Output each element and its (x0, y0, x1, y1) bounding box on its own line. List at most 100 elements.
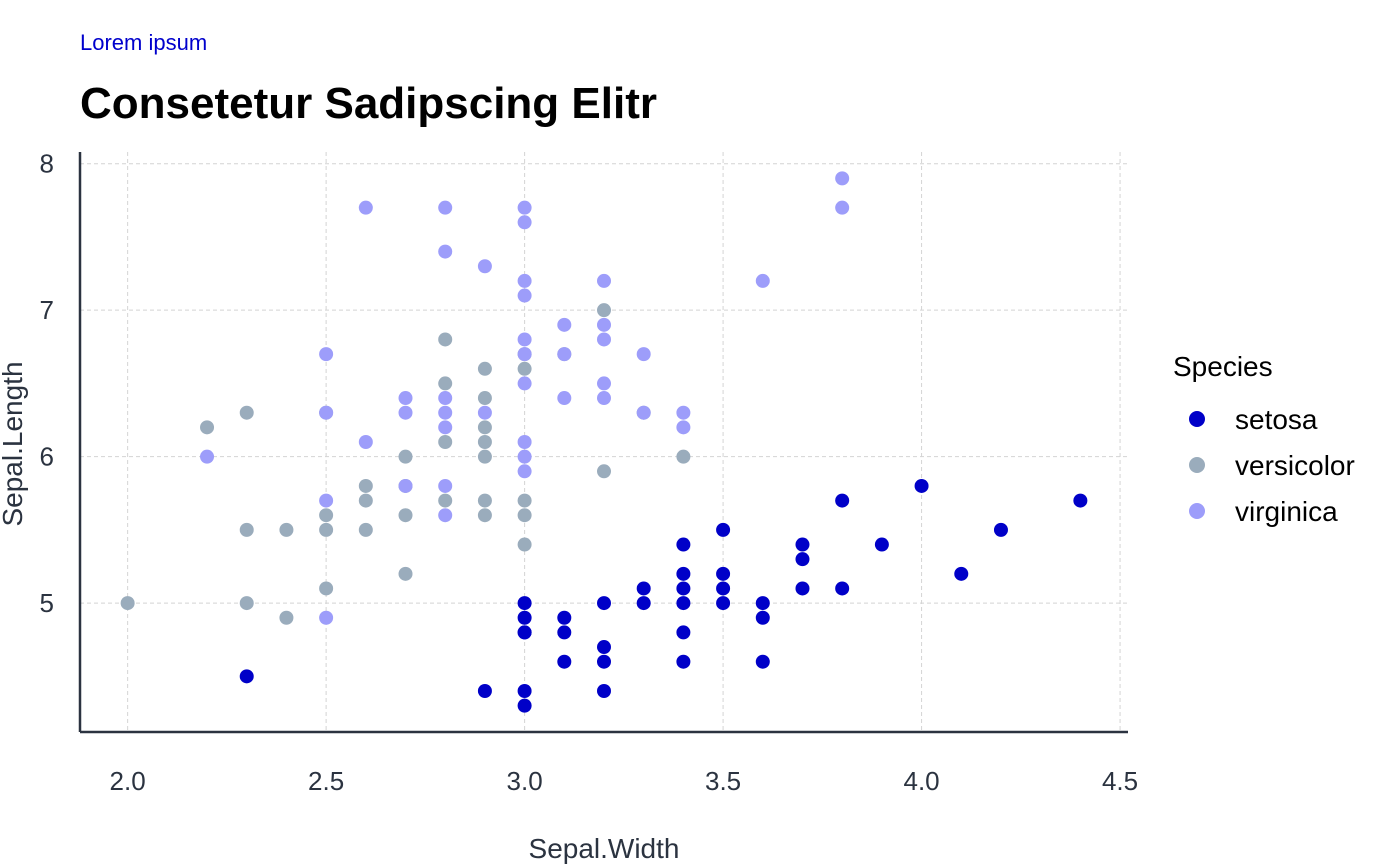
x-tick-label: 2.5 (308, 766, 344, 796)
data-point-virginica (517, 435, 532, 449)
data-point-setosa (716, 566, 731, 581)
data-point-virginica (676, 405, 691, 420)
data-point-virginica (636, 347, 651, 362)
data-point-setosa (676, 625, 691, 640)
data-point-setosa (795, 552, 810, 567)
data-point-setosa (914, 478, 929, 493)
data-point-setosa (795, 537, 810, 552)
data-point-virginica (438, 200, 453, 215)
data-point-virginica (597, 317, 611, 332)
data-point-virginica (319, 347, 334, 362)
x-tick-label: 4.0 (903, 766, 939, 796)
data-point-setosa (676, 581, 691, 596)
data-point-versicolor (279, 522, 294, 537)
data-point-versicolor (477, 435, 492, 449)
data-point-setosa (557, 654, 572, 669)
data-point-virginica (477, 259, 492, 274)
data-point-virginica (557, 347, 572, 362)
data-point-virginica (319, 493, 334, 508)
data-point-versicolor (120, 596, 135, 611)
data-point-setosa (716, 596, 731, 611)
y-axis-label: Sepal.Length (0, 361, 28, 526)
data-point-setosa (597, 640, 611, 655)
data-point-virginica (517, 449, 532, 464)
legend-swatch-versicolor (1189, 457, 1205, 473)
data-point-virginica (835, 171, 850, 186)
data-point-setosa (477, 683, 492, 698)
data-point-setosa (755, 610, 770, 625)
data-point-virginica (835, 200, 850, 215)
data-point-versicolor (358, 478, 373, 493)
data-point-setosa (517, 596, 532, 611)
data-point-virginica (597, 376, 611, 391)
data-point-virginica (319, 405, 334, 420)
data-point-setosa (517, 625, 532, 640)
data-point-setosa (676, 566, 691, 581)
data-point-setosa (874, 537, 889, 552)
data-point-setosa (239, 669, 254, 684)
data-point-versicolor (517, 493, 532, 508)
data-point-versicolor (398, 566, 413, 581)
x-tick-label: 4.5 (1102, 766, 1138, 796)
data-point-versicolor (438, 493, 453, 508)
y-tick-label: 5 (40, 588, 54, 618)
data-point-versicolor (597, 464, 611, 479)
legend-swatch-setosa (1189, 411, 1205, 427)
data-point-setosa (517, 683, 532, 698)
data-point-setosa (795, 581, 810, 596)
data-point-versicolor (319, 581, 334, 596)
y-tick-label: 7 (40, 295, 54, 325)
data-point-virginica (676, 420, 691, 435)
data-point-virginica (358, 200, 373, 215)
data-point-versicolor (239, 405, 254, 420)
data-point-virginica (557, 317, 572, 332)
data-point-versicolor (319, 508, 334, 523)
data-point-virginica (517, 376, 532, 391)
data-point-setosa (676, 537, 691, 552)
x-axis-label: Sepal.Width (529, 833, 680, 864)
y-tick-label: 6 (40, 442, 54, 472)
y-tick-label: 8 (40, 149, 54, 179)
x-tick-label: 2.0 (110, 766, 146, 796)
data-point-setosa (676, 654, 691, 669)
data-point-versicolor (438, 435, 453, 449)
chart-title: Consetetur Sadipscing Elitr (80, 79, 657, 128)
data-point-versicolor (477, 508, 492, 523)
data-point-virginica (477, 405, 492, 420)
data-point-virginica (597, 391, 611, 406)
legend-swatch-virginica (1189, 503, 1205, 519)
data-point-virginica (517, 288, 532, 303)
data-point-setosa (676, 596, 691, 611)
data-point-virginica (200, 449, 215, 464)
data-point-versicolor (477, 449, 492, 464)
data-point-virginica (438, 420, 453, 435)
data-point-versicolor (477, 361, 492, 376)
data-point-versicolor (239, 522, 254, 537)
data-point-virginica (358, 435, 373, 449)
x-tick-labels: 2.0 2.5 3.0 3.5 4.0 4.5 (110, 766, 1139, 796)
data-point-setosa (716, 581, 731, 596)
data-point-versicolor (358, 522, 373, 537)
data-point-virginica (517, 464, 532, 479)
legend: Species setosa versicolor virginica (1173, 351, 1355, 527)
data-point-versicolor (358, 493, 373, 508)
data-point-setosa (597, 654, 611, 669)
data-point-virginica (597, 273, 611, 288)
data-point-virginica (398, 405, 413, 420)
x-tick-label: 3.5 (705, 766, 741, 796)
axes (78, 152, 1128, 734)
data-point-virginica (517, 273, 532, 288)
data-point-virginica (755, 273, 770, 288)
data-point-setosa (517, 610, 532, 625)
data-point-virginica (398, 478, 413, 493)
data-point-setosa (597, 683, 611, 698)
data-point-setosa (1073, 493, 1088, 508)
data-point-versicolor (200, 420, 215, 435)
data-point-virginica (398, 391, 413, 406)
data-point-virginica (517, 332, 532, 347)
data-point-setosa (755, 596, 770, 611)
data-point-setosa (716, 522, 731, 537)
data-point-versicolor (477, 420, 492, 435)
data-point-virginica (557, 391, 572, 406)
data-point-setosa (636, 581, 651, 596)
